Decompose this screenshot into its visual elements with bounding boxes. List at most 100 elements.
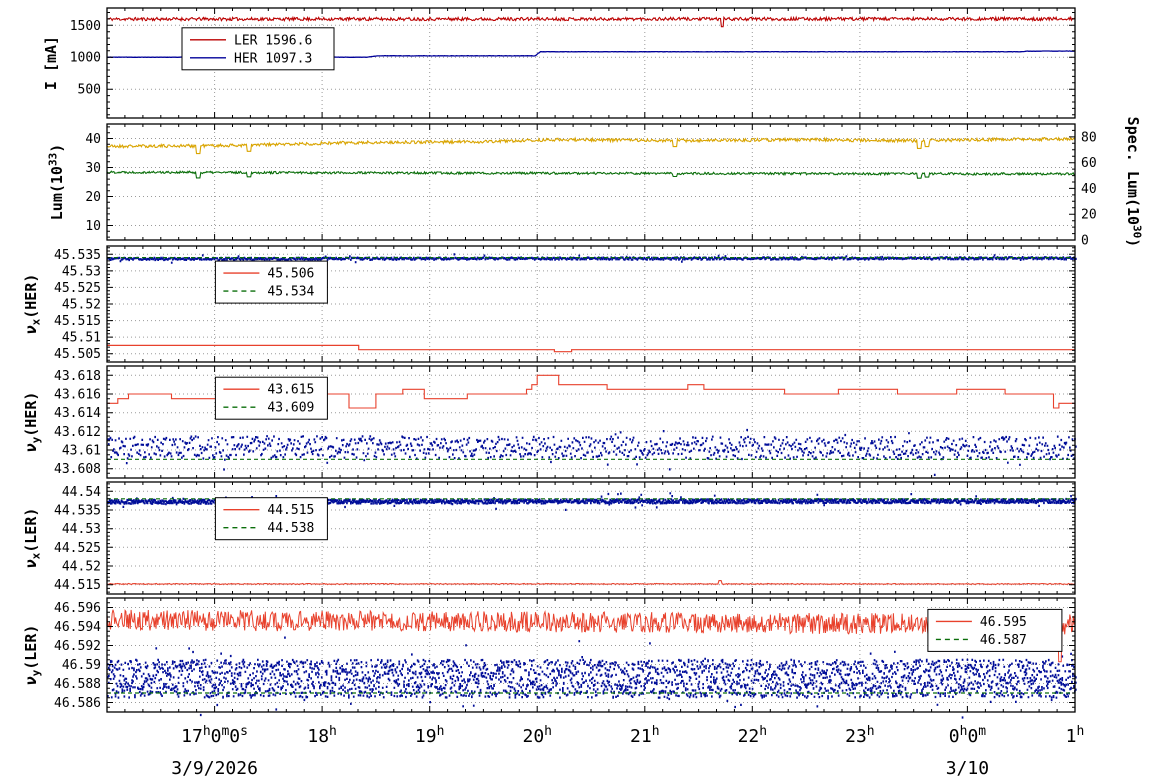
- x-tick-label: 22h: [738, 724, 768, 747]
- x-axis-labels: 17h0m0s 18h 19h 20h 21h 22h 23h 0h0m 1h 3/9/2026 3…: [171, 724, 1084, 779]
- y-tick-labels: 44.515 44.52 44.525 44.53 44.535 44.54: [54, 485, 101, 593]
- x-tick-label: 17h0m0s: [181, 724, 248, 747]
- gridlines: [107, 366, 1075, 478]
- x-tick-label: 19h: [415, 724, 445, 747]
- y-tick-label: 10: [85, 219, 101, 234]
- x-tick-label: 18h: [307, 724, 337, 747]
- y-tick-labels: 10 20 30 40: [85, 132, 101, 234]
- y-tick-labels: 46.586 46.588 46.59 46.592 46.594 46.596: [54, 601, 101, 711]
- right-tick-label: 40: [1081, 182, 1097, 197]
- x-tick-label: 21h: [630, 724, 660, 747]
- y-tick-label: 43.612: [54, 425, 101, 440]
- legend-entry-text: 45.534: [267, 285, 314, 300]
- right-tick-label: 60: [1081, 156, 1097, 171]
- gridlines: [107, 246, 1075, 362]
- legend-entry-text: 44.538: [267, 521, 314, 536]
- y-tick-label: 1500: [70, 19, 101, 34]
- legend-entry-text: 43.615: [267, 383, 314, 398]
- y-tick-label: 46.59: [62, 658, 101, 673]
- y-tick-label: 46.592: [54, 639, 101, 654]
- legend-entry-text: 43.609: [267, 401, 314, 416]
- tick-marks: [106, 597, 1076, 713]
- panel-nuy-her: 43.608 43.61 43.612 43.614 43.616 43.618 νy(HE…: [22, 365, 1077, 479]
- y-tick-label: 45.525: [54, 281, 101, 296]
- legend-entry-text: 45.506: [267, 267, 314, 282]
- legend-entry-text: 44.515: [267, 503, 314, 518]
- legend-nux-her: 45.506 45.534: [214, 260, 328, 304]
- series-nux-her-setting: [107, 344, 1075, 353]
- x-tick-label: 0h0m: [949, 724, 987, 747]
- legend-box: [214, 260, 328, 304]
- y-tick-label: 45.505: [54, 347, 101, 362]
- y-tick-labels: 43.608 43.61 43.612 43.614 43.616 43.618: [54, 369, 101, 477]
- y-tick-label: 46.594: [54, 620, 101, 635]
- right-tick-label: 20: [1081, 208, 1097, 223]
- legend-nuy-ler: 46.595 46.587: [927, 608, 1063, 652]
- gridlines: [107, 8, 1075, 118]
- series-spec-lum: [107, 136, 1076, 155]
- legend-entry-text: HER 1097.3: [234, 51, 312, 66]
- series-ler-current: [107, 15, 1076, 28]
- y-tick-label: 43.608: [54, 462, 101, 477]
- right-tick-label: 80: [1081, 130, 1097, 145]
- panel-nuy-ler: 46.586 46.588 46.59 46.592 46.594 46.596 νy(LE…: [22, 597, 1077, 719]
- y-tick-label: 45.52: [62, 298, 101, 313]
- legend-box: [927, 608, 1063, 652]
- y-tick-label: 44.535: [54, 504, 101, 519]
- right-tick-label: 0: [1081, 234, 1089, 249]
- y-axis-title: νx(LER): [22, 508, 43, 569]
- legend-beam-current: LER 1596.6 HER 1097.3: [181, 27, 335, 71]
- legend-entry-text: 46.587: [980, 633, 1027, 648]
- y-tick-label: 20: [85, 190, 101, 205]
- x-tick-label: 23h: [845, 724, 875, 747]
- series-nuy-ler-measured: [107, 636, 1077, 719]
- y-tick-label: 44.53: [62, 522, 101, 537]
- y-tick-label: 46.588: [54, 677, 101, 692]
- panel-luminosity: 10 20 30 40 0 20 40 60 80 Spec. Lum(1030) Lum(1033…: [46, 117, 1143, 249]
- y-tick-label: 500: [78, 83, 101, 98]
- x-tick-label: 1h: [1066, 724, 1085, 747]
- y-tick-label: 46.596: [54, 601, 101, 616]
- y-tick-label: 45.535: [54, 248, 101, 263]
- right-tick-marks: [1069, 123, 1075, 241]
- tick-marks: [106, 246, 1076, 362]
- gridlines: [107, 124, 1075, 240]
- right-axis-title: Spec. Lum(1030): [1124, 117, 1144, 248]
- legend-entry-text: 46.595: [980, 615, 1027, 630]
- tick-marks: [106, 8, 1076, 118]
- y-axis-title: Lum(1033): [46, 144, 66, 220]
- y-tick-label: 40: [85, 132, 101, 147]
- panel-beam-current: 500 1000 1500 I [mA] LER 1596.6 HER 1097.3: [42, 7, 1076, 119]
- y-tick-label: 43.616: [54, 388, 101, 403]
- y-tick-label: 1000: [70, 51, 101, 66]
- y-axis-title: νx(HER): [22, 274, 43, 335]
- legend-nuy-her: 43.615 43.609: [214, 376, 328, 420]
- y-tick-label: 44.52: [62, 560, 101, 575]
- y-tick-label: 43.61: [62, 444, 101, 459]
- series-nuy-her-measured: [107, 428, 1077, 476]
- y-axis-title: νy(HER): [22, 392, 43, 453]
- tick-marks: [106, 482, 1076, 594]
- series-nuy-ler-setting: [106, 609, 1076, 663]
- legend-box: [181, 27, 335, 71]
- date-label: 3/10: [946, 758, 989, 779]
- series-lum: [106, 170, 1076, 179]
- legend-box: [214, 497, 328, 541]
- y-tick-label: 45.515: [54, 314, 101, 329]
- y-tick-label: 30: [85, 161, 101, 176]
- date-label: 3/9/2026: [171, 758, 258, 779]
- y-tick-label: 45.53: [62, 264, 101, 279]
- x-tick-label: 20h: [522, 724, 552, 747]
- legend-nux-ler: 44.515 44.538: [214, 497, 328, 541]
- legend-entry-text: LER 1596.6: [234, 33, 312, 48]
- panel-nux-ler: 44.515 44.52 44.525 44.53 44.535 44.54 νx(LER)…: [22, 481, 1077, 595]
- y-tick-label: 45.51: [62, 331, 101, 346]
- y-tick-label: 46.586: [54, 696, 101, 711]
- series-nux-ler-setting: [106, 580, 1076, 586]
- y-axis-title: νy(LER): [22, 625, 43, 686]
- tick-marks: [106, 365, 1076, 479]
- y-tick-labels: 500 1000 1500: [70, 19, 101, 98]
